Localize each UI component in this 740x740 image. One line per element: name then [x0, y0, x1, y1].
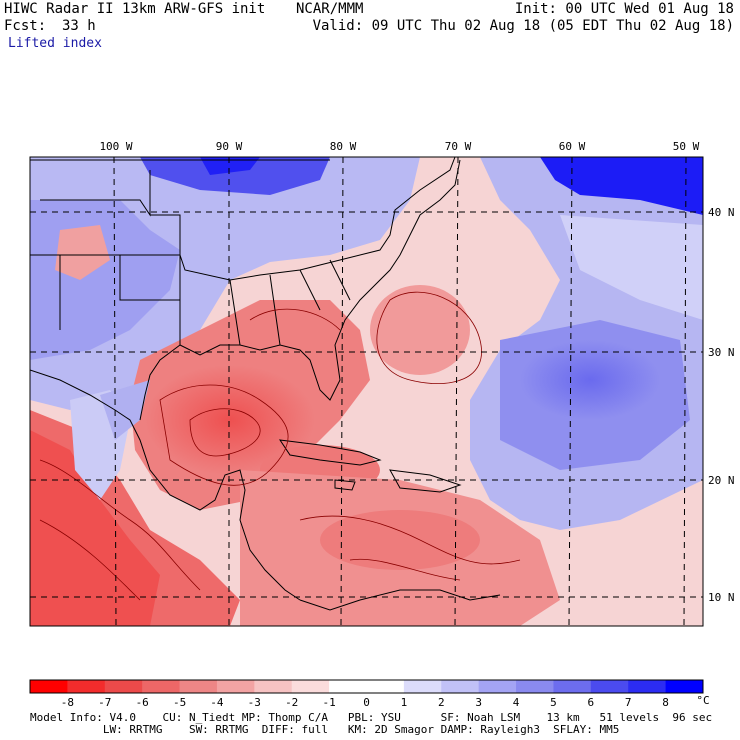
colorbar-swatch — [478, 680, 517, 693]
center-label: NCAR/MMM — [296, 1, 364, 17]
colorbar-unit: °C — [696, 694, 710, 707]
colorbar-label: 0 — [363, 696, 370, 709]
colorbar-swatch — [403, 680, 442, 693]
colorbar-label: 6 — [587, 696, 595, 709]
field-shading — [30, 157, 703, 626]
lat-label: 30 N — [708, 346, 735, 359]
colorbar-swatch — [30, 680, 68, 693]
colorbar-swatch — [254, 680, 293, 693]
colorbar-swatch — [179, 680, 218, 693]
lat-label: 10 N — [708, 591, 735, 604]
colorbar-label: -6 — [135, 696, 149, 709]
colorbar-label: -2 — [285, 696, 299, 709]
lon-label: 90 W — [216, 140, 243, 153]
colorbar-swatch — [553, 680, 592, 693]
colorbar-label: 4 — [512, 696, 520, 709]
colorbar-label: 1 — [400, 696, 408, 709]
colorbar-label: -3 — [247, 696, 261, 709]
colorbar-swatch — [516, 680, 554, 693]
colorbar-label: -8 — [60, 696, 75, 709]
colorbar-label: 2 — [437, 696, 445, 709]
colorbar-label: -7 — [98, 696, 112, 709]
colorbar-swatch — [104, 680, 143, 693]
colorbar-swatch — [291, 680, 330, 693]
colorbar-swatch — [441, 680, 480, 693]
lon-label: 50 W — [673, 140, 700, 153]
init-time: Init: 00 UTC Wed 01 Aug 18 — [514, 1, 734, 17]
model-info-line2: LW: RRTMG SW: RRTMG DIFF: full KM: 2D Sm… — [30, 723, 620, 736]
lat-label: 40 N — [708, 206, 735, 219]
colorbar-frame — [29, 679, 704, 694]
field-name: Lifted index — [8, 36, 102, 51]
lon-label: 60 W — [559, 140, 586, 153]
colorbar-label: -1 — [322, 696, 336, 709]
li-contours — [39, 291, 521, 601]
colorbar-label: 7 — [624, 696, 632, 709]
model-info-line1: Model Info: V4.0 CU: N_Tiedt MP: Thomp C… — [30, 711, 713, 724]
map-frame — [29, 156, 704, 627]
colorbar-label: -5 — [172, 696, 187, 709]
colorbar-label: 8 — [662, 696, 669, 709]
colorbar — [30, 680, 704, 693]
forecast-hours: 33 h — [62, 18, 96, 34]
colorbar-swatch — [67, 680, 106, 693]
coastlines — [30, 157, 501, 611]
colorbar-swatch — [216, 680, 255, 693]
colorbar-label: -4 — [210, 696, 224, 709]
colorbar-swatch — [366, 680, 405, 693]
valid-time: Valid: 09 UTC Thu 02 Aug 18 (05 EDT Thu … — [312, 18, 734, 34]
colorbar-swatch — [590, 680, 629, 693]
colorbar-swatch — [628, 680, 667, 693]
colorbar-swatch — [142, 680, 181, 693]
lat-label: 20 N — [708, 474, 735, 487]
model-title: HIWC Radar II 13km ARW-GFS init — [4, 1, 266, 17]
graticule — [30, 156, 703, 627]
colorbar-label: 5 — [550, 696, 557, 709]
lon-labels: 100 W 90 W 80 W 70 W 60 W 50 W — [99, 140, 699, 153]
colorbar-swatch — [329, 680, 367, 693]
forecast-label: Fcst: — [4, 18, 47, 34]
lon-label: 70 W — [445, 140, 472, 153]
lon-label: 80 W — [330, 140, 357, 153]
colorbar-label: 3 — [475, 696, 482, 709]
colorbar-swatch — [665, 680, 704, 693]
lat-labels: 40 N 30 N 20 N 10 N — [708, 206, 735, 604]
lon-label: 100 W — [99, 140, 132, 153]
